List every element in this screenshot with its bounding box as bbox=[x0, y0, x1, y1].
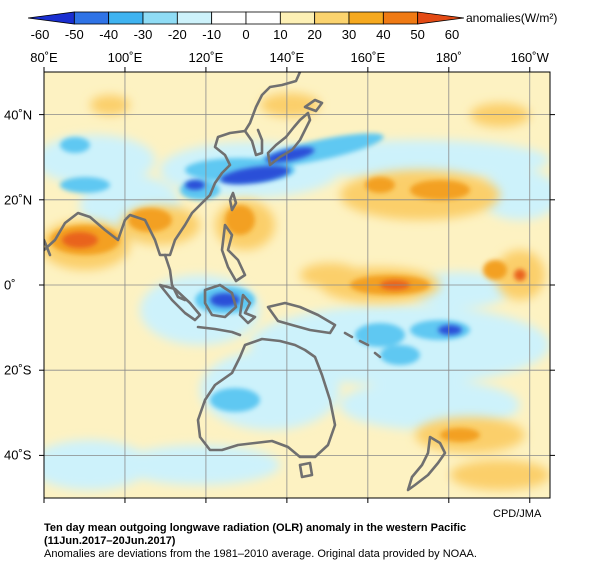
coastline-tasmania bbox=[298, 461, 314, 479]
axis-tickmarks bbox=[39, 67, 555, 503]
colorbar-cell bbox=[108, 11, 144, 25]
coastline-philippines bbox=[220, 223, 247, 283]
coastline-sumatra bbox=[158, 283, 202, 322]
colorbar-cell bbox=[417, 11, 464, 25]
latitude-label: 40˚S bbox=[4, 447, 32, 463]
colorbar-cell bbox=[28, 11, 75, 25]
colorbar-cell bbox=[176, 11, 213, 25]
latitude-label: 40˚N bbox=[4, 107, 33, 123]
colorbar-tick-label: 10 bbox=[273, 27, 288, 42]
colorbar-cell bbox=[279, 11, 316, 25]
caption: Ten day mean outgoing longwave radiation… bbox=[44, 522, 594, 561]
colorbar-cells bbox=[28, 11, 464, 25]
colorbar-tick-labels: -60 -50 -40 -30 -20 -10 0 10 20 30 40 50 60 bbox=[0, 27, 600, 43]
colorbar-cell bbox=[142, 11, 178, 25]
colorbar-cell bbox=[382, 11, 419, 25]
colorbar-tick-label: 0 bbox=[242, 27, 250, 42]
coastline-new-zealand bbox=[406, 435, 447, 492]
coastline-sulawesi bbox=[238, 293, 257, 325]
colorbar-tick-label: -60 bbox=[30, 27, 50, 42]
anomaly-field-strong-negative bbox=[185, 147, 462, 335]
colorbar-unit-label: anomalies(W/m²) bbox=[466, 11, 558, 25]
colorbar-tick-label: -40 bbox=[99, 27, 119, 42]
coastline-asia bbox=[44, 72, 302, 257]
longitude-label: 100˚E bbox=[107, 50, 143, 65]
longitude-label: 160˚W bbox=[510, 50, 549, 65]
latitude-label: 20˚S bbox=[4, 362, 32, 378]
coastline-hokkaido bbox=[303, 98, 324, 113]
coastline-india-tip bbox=[44, 238, 52, 257]
coastline-australia bbox=[196, 337, 337, 459]
colorbar-tick-label: -50 bbox=[64, 27, 84, 42]
longitude-label: 120˚E bbox=[188, 50, 224, 65]
longitude-label: 80˚E bbox=[30, 50, 58, 65]
colorbar-cell bbox=[211, 11, 247, 25]
coastline-new-guinea bbox=[266, 301, 337, 335]
latitude-label: 20˚N bbox=[4, 192, 33, 208]
caption-period: (11Jun.2017–20Jun.2017) bbox=[44, 535, 176, 547]
caption-title: Ten day mean outgoing longwave radiation… bbox=[44, 522, 467, 534]
colorbar-tick-label: 20 bbox=[307, 27, 322, 42]
coastline-solomon-islands bbox=[343, 331, 382, 359]
colorbar-cell bbox=[73, 11, 110, 25]
coastlines bbox=[44, 72, 447, 492]
coastline-malay-peninsula bbox=[163, 253, 187, 302]
longitude-label: 160˚E bbox=[350, 50, 386, 65]
map-panel: 80˚E 100˚E 120˚E 140˚E 160˚E 180˚ 160˚W 40˚N 20… bbox=[0, 45, 600, 505]
longitude-label: 140˚E bbox=[269, 50, 305, 65]
colorbar-tick-label: 30 bbox=[341, 27, 357, 42]
coastline-borneo bbox=[203, 283, 238, 319]
colorbar-tick-label: 40 bbox=[376, 27, 391, 42]
credit-label: CPD/JMA bbox=[493, 508, 542, 520]
colorbar-tick-label: 50 bbox=[410, 27, 425, 42]
colorbar-tick-label: -30 bbox=[133, 27, 153, 42]
colorbar-tick-label: -20 bbox=[167, 27, 187, 42]
coastline-korea bbox=[243, 128, 264, 157]
coastline-japan bbox=[266, 111, 312, 167]
colorbar-cell bbox=[245, 11, 281, 25]
latitude-label: 0˚ bbox=[4, 277, 16, 293]
anomaly-field-light-negative bbox=[44, 135, 550, 490]
colorbar-cell bbox=[348, 11, 384, 25]
colorbar-tick-label: -10 bbox=[202, 27, 222, 42]
coastline-java bbox=[196, 325, 242, 337]
colorbar-cell bbox=[314, 11, 350, 25]
coastline-taiwan bbox=[228, 191, 238, 212]
longitude-label: 180˚ bbox=[435, 50, 462, 65]
colorbar bbox=[28, 11, 464, 25]
caption-note: Anomalies are deviations from the 1981–2… bbox=[44, 548, 477, 560]
colorbar-tick-label: 60 bbox=[444, 27, 460, 42]
olr-anomaly-map bbox=[39, 67, 555, 503]
